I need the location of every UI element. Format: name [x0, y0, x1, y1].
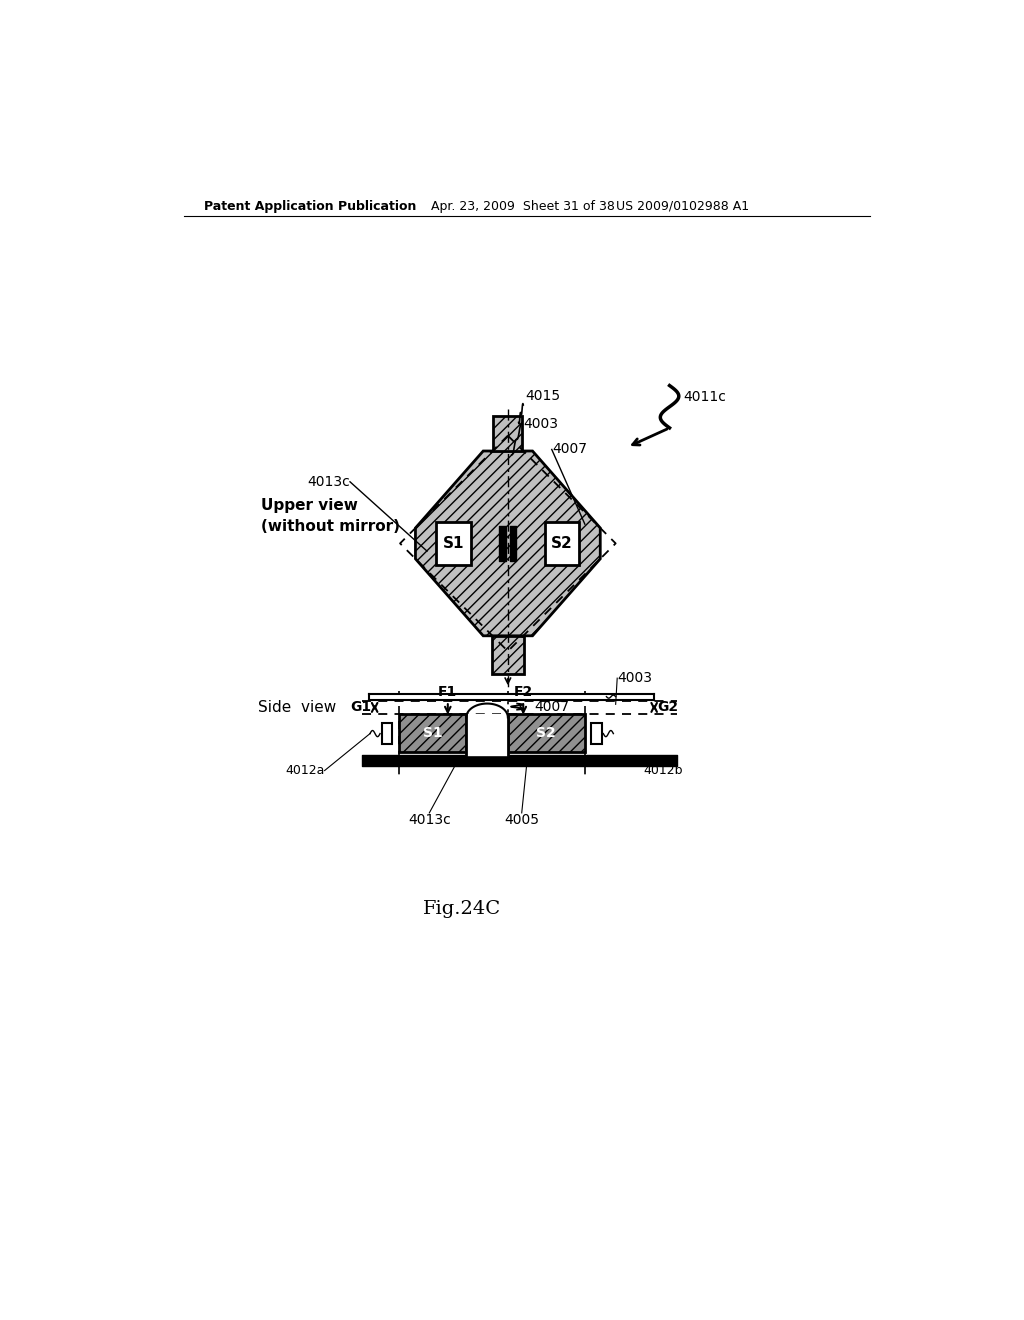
- Text: 4011c: 4011c: [683, 391, 726, 404]
- Bar: [436, 523, 471, 565]
- Text: F2: F2: [514, 685, 532, 700]
- Text: 4012a: 4012a: [286, 764, 325, 777]
- Text: Upper view
(without mirror): Upper view (without mirror): [261, 499, 400, 535]
- Bar: [545, 523, 580, 565]
- Bar: [494, 416, 522, 451]
- Text: Fig.24C: Fig.24C: [423, 900, 501, 919]
- Text: S1: S1: [442, 536, 464, 550]
- Text: 4013c: 4013c: [307, 475, 350, 488]
- Text: 4012b: 4012b: [643, 764, 683, 777]
- Text: F1: F1: [438, 685, 458, 700]
- Bar: [508, 714, 585, 752]
- Text: 4015: 4015: [525, 389, 561, 404]
- Text: G2: G2: [657, 701, 678, 714]
- Text: S1: S1: [423, 726, 442, 739]
- Text: 4007: 4007: [553, 442, 588, 457]
- Bar: [492, 636, 524, 675]
- Bar: [591, 723, 602, 744]
- Text: 4007: 4007: [535, 701, 569, 714]
- Text: 4005: 4005: [504, 813, 540, 826]
- Text: 4003: 4003: [523, 417, 558, 432]
- Text: S2: S2: [537, 726, 556, 739]
- Bar: [398, 714, 466, 752]
- Text: G1: G1: [350, 701, 372, 714]
- Text: S2: S2: [551, 536, 573, 550]
- Text: 4013c: 4013c: [408, 813, 451, 826]
- Bar: [382, 723, 392, 744]
- Text: 4003: 4003: [617, 671, 652, 685]
- Text: US 2009/0102988 A1: US 2009/0102988 A1: [615, 199, 749, 213]
- Polygon shape: [416, 451, 600, 636]
- Text: Apr. 23, 2009  Sheet 31 of 38: Apr. 23, 2009 Sheet 31 of 38: [431, 199, 614, 213]
- Text: Patent Application Publication: Patent Application Publication: [204, 199, 416, 213]
- Text: Side  view: Side view: [258, 700, 336, 715]
